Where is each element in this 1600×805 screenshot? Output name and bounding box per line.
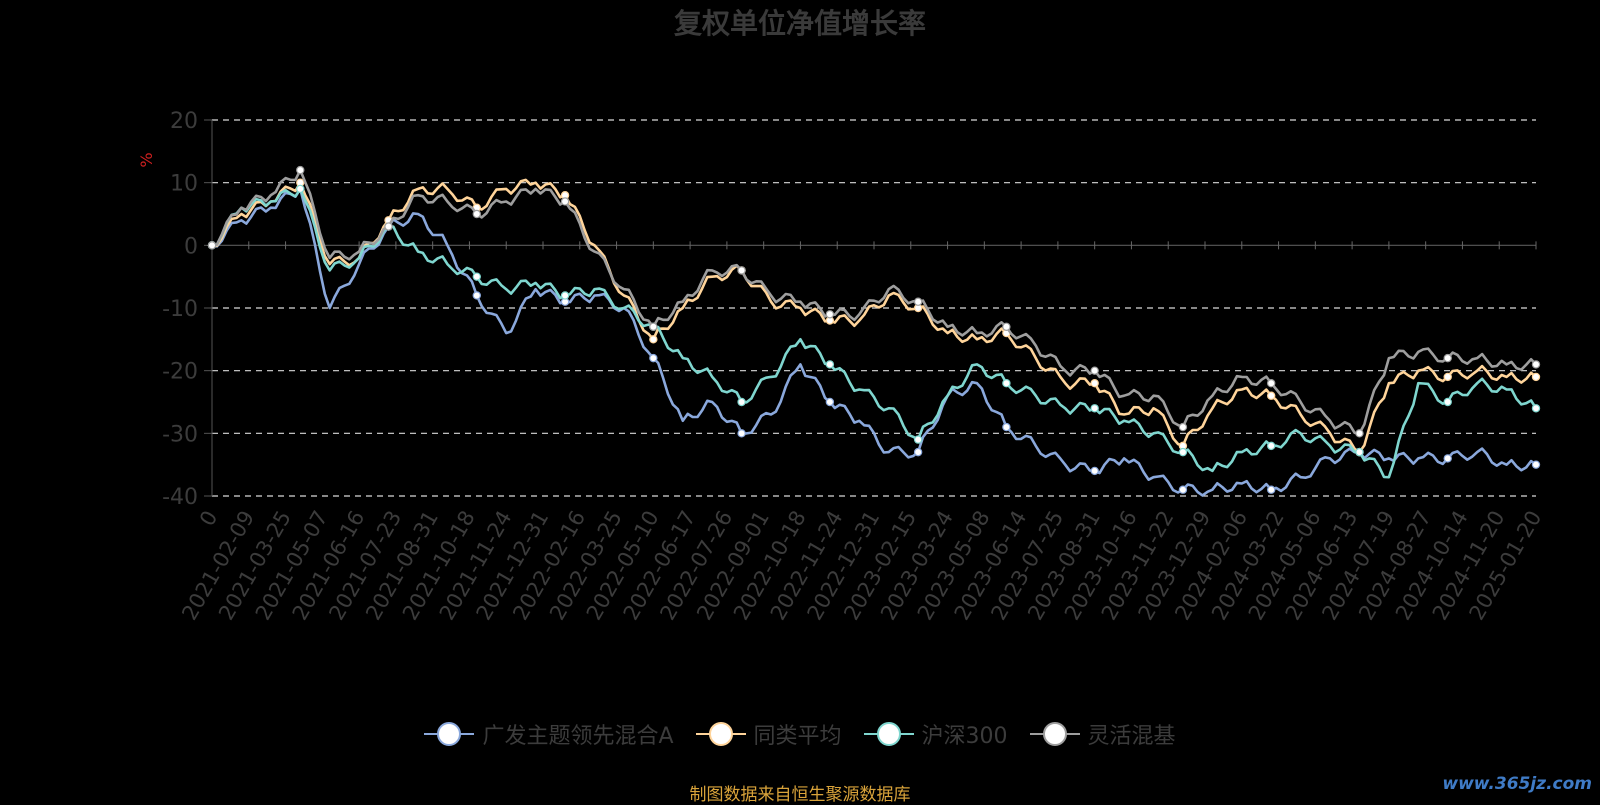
data-point bbox=[1266, 391, 1276, 400]
legend-item-fund[interactable]: 广发主题领先混合A bbox=[424, 718, 674, 750]
legend-item-peer-average[interactable]: 同类平均 bbox=[695, 718, 842, 750]
data-point bbox=[1531, 460, 1541, 469]
data-point bbox=[1443, 397, 1452, 407]
legend-marker-icon bbox=[863, 722, 914, 746]
series-line bbox=[211, 168, 1537, 435]
data-point bbox=[737, 429, 746, 438]
legend-item-csi300[interactable]: 沪深300 bbox=[863, 718, 1008, 750]
data-point bbox=[472, 272, 481, 281]
legend: 广发主题领先混合A 同类平均 沪深300 灵活混基 bbox=[0, 718, 1600, 750]
data-point bbox=[1355, 447, 1364, 457]
legend-marker-icon bbox=[424, 722, 475, 746]
data-point bbox=[1090, 366, 1099, 375]
data-point bbox=[296, 184, 305, 194]
data-point bbox=[1443, 372, 1452, 382]
y-tick-label: -40 bbox=[162, 485, 198, 510]
data-point bbox=[472, 209, 481, 219]
data-point bbox=[649, 322, 658, 331]
data-point bbox=[1531, 360, 1541, 369]
data-source-note: 制图数据来自恒生聚源数据库 bbox=[689, 785, 911, 805]
series-line bbox=[211, 187, 1537, 497]
y-tick-label: 10 bbox=[170, 172, 198, 197]
chart-title: 复权单位净值增长率 bbox=[673, 7, 926, 40]
data-point bbox=[296, 165, 305, 175]
x-tick-label: 0 bbox=[195, 507, 222, 531]
data-point bbox=[1266, 379, 1276, 388]
legend-label: 沪深300 bbox=[921, 724, 1008, 749]
legend-marker-icon bbox=[1029, 722, 1080, 746]
legend-label: 同类平均 bbox=[753, 724, 842, 749]
data-point bbox=[913, 447, 923, 457]
data-point bbox=[1002, 322, 1011, 331]
data-point bbox=[560, 197, 570, 206]
data-point bbox=[1178, 485, 1188, 494]
data-point bbox=[1090, 379, 1099, 388]
legend-item-flexible-mixed[interactable]: 灵活混基 bbox=[1029, 718, 1176, 750]
data-point bbox=[1531, 404, 1541, 413]
data-point bbox=[737, 397, 746, 407]
data-point bbox=[560, 291, 570, 300]
data-point bbox=[1443, 454, 1452, 463]
data-point bbox=[649, 353, 658, 363]
y-axis-label: % bbox=[137, 152, 156, 167]
data-point bbox=[1178, 422, 1188, 432]
data-point bbox=[825, 310, 835, 319]
data-point bbox=[825, 360, 835, 369]
y-tick-label: -30 bbox=[162, 422, 198, 447]
data-point bbox=[1178, 447, 1188, 457]
legend-marker-icon bbox=[695, 722, 746, 746]
data-point bbox=[1355, 429, 1364, 438]
legend-label: 广发主题领先混合A bbox=[482, 724, 674, 749]
y-tick-label: -20 bbox=[162, 360, 198, 385]
data-point bbox=[472, 291, 481, 300]
data-point bbox=[737, 266, 746, 275]
watermark: www.365jz.com bbox=[1442, 774, 1592, 794]
data-point bbox=[913, 435, 923, 444]
data-point bbox=[1266, 485, 1276, 494]
data-point bbox=[913, 297, 923, 306]
y-tick-label: -10 bbox=[162, 297, 198, 322]
y-tick-label: 0 bbox=[184, 234, 198, 259]
data-point bbox=[825, 397, 835, 407]
data-point bbox=[1002, 422, 1011, 432]
data-point bbox=[1002, 379, 1011, 388]
data-point bbox=[1266, 441, 1276, 451]
data-point bbox=[1090, 404, 1099, 413]
data-point bbox=[384, 222, 393, 231]
y-tick-label: 20 bbox=[170, 109, 198, 134]
series-line bbox=[211, 178, 1537, 454]
data-point bbox=[1443, 353, 1452, 363]
legend-label: 灵活混基 bbox=[1087, 724, 1176, 749]
data-point bbox=[207, 241, 217, 250]
series-line bbox=[211, 187, 1538, 479]
data-point bbox=[1090, 466, 1099, 476]
data-point bbox=[649, 335, 658, 344]
data-point bbox=[1531, 372, 1541, 382]
